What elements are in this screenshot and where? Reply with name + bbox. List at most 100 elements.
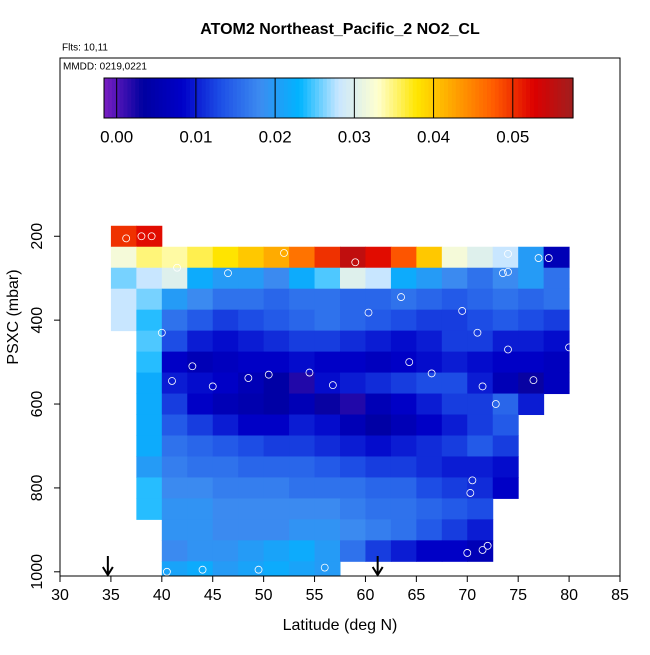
colorbar-swatch	[475, 78, 480, 118]
heatmap-cell	[289, 540, 316, 562]
colorbar-swatch	[342, 78, 347, 118]
heatmap-cell	[314, 498, 341, 520]
heatmap-cell	[390, 330, 417, 353]
heatmap-cell	[212, 561, 239, 577]
heatmap-cell	[238, 288, 265, 311]
heatmap-cell	[110, 288, 137, 311]
heatmap-cell	[441, 246, 468, 269]
sample-point	[320, 563, 329, 572]
x-tick-label: 55	[306, 587, 324, 604]
heatmap-cell	[416, 456, 443, 478]
colorbar-swatch	[232, 78, 238, 118]
heatmap-cell	[238, 456, 265, 478]
colorbar-swatch	[557, 78, 562, 118]
plot-frame	[59, 57, 621, 577]
sample-point	[280, 249, 288, 257]
heatmap-cell	[543, 372, 570, 395]
x-tick-label: 65	[407, 587, 425, 604]
sample-point	[565, 343, 573, 352]
heatmap-cell	[289, 372, 316, 395]
heatmap-cell	[390, 540, 417, 562]
colorbar-swatch	[533, 78, 539, 118]
colorbar-swatch	[248, 78, 254, 118]
heatmap-cell	[289, 309, 316, 332]
heatmap-cell	[340, 372, 366, 395]
heatmap-cell	[492, 288, 519, 311]
sample-point	[491, 400, 500, 408]
colorbar-swatch	[404, 78, 410, 118]
dates-note: MMDD: 0219,0221	[63, 62, 147, 73]
colorbar-swatch	[561, 78, 566, 118]
heatmap-cell	[390, 456, 417, 478]
heatmap-cell	[492, 414, 519, 436]
heatmap-cell	[289, 498, 316, 520]
colorbar-swatch	[487, 78, 492, 118]
colorbar-swatch	[225, 78, 230, 118]
colorbar-swatch	[150, 78, 156, 118]
heatmap-cell	[416, 309, 443, 332]
heatmap-cell	[314, 414, 341, 436]
heatmap-cell	[212, 435, 239, 457]
colorbar-swatch	[146, 78, 152, 118]
colorbar-swatch	[424, 78, 429, 118]
sample-point	[147, 232, 156, 241]
colorbar-tick-label: 0.05	[496, 127, 529, 146]
heatmap-cell	[390, 435, 417, 457]
colorbar-swatch	[498, 78, 504, 118]
heatmap-cell	[365, 330, 392, 353]
colorbar-swatch	[307, 78, 312, 118]
heatmap-cell	[161, 309, 188, 332]
heatmap-cell	[136, 393, 163, 416]
x-tick-label: 85	[611, 587, 629, 604]
colorbar-swatch	[569, 78, 574, 118]
colorbar-swatch	[350, 78, 355, 118]
colorbar-swatch	[107, 78, 113, 118]
colorbar-swatch	[389, 78, 394, 118]
colorbar-swatch	[502, 78, 508, 118]
heatmap-cell	[467, 477, 494, 499]
colorbar-swatch	[318, 78, 324, 118]
heatmap-cell	[518, 351, 545, 374]
heatmap-cell	[212, 267, 239, 290]
heatmap-cell	[543, 267, 570, 290]
heatmap-cell	[212, 351, 239, 374]
colorbar-swatch	[268, 78, 273, 118]
colorbar-swatch	[127, 78, 132, 118]
heatmap-cell	[289, 435, 316, 457]
heatmap-cell	[390, 372, 417, 395]
heatmap-cell	[467, 330, 494, 353]
heatmap-cell	[161, 540, 188, 562]
heatmap-cell	[441, 393, 468, 416]
heatmap-cell	[492, 351, 519, 374]
heatmap-cell	[340, 435, 366, 457]
heatmap-cell	[212, 330, 239, 353]
colorbar-swatch	[326, 78, 332, 118]
colorbar-swatch	[420, 78, 426, 118]
heatmap-cell	[263, 456, 290, 478]
heatmap-cell	[492, 435, 519, 457]
heatmap-cell	[238, 330, 265, 353]
heatmap-cell	[365, 309, 392, 332]
heatmap-cell	[314, 561, 341, 577]
heatmap-cell	[365, 267, 392, 290]
colorbar-swatch	[123, 78, 129, 118]
heatmap-cell	[314, 540, 341, 562]
heatmap-cell	[187, 498, 214, 520]
sample-point	[427, 369, 436, 378]
heatmap-cell	[212, 498, 239, 520]
colorbar-swatch	[311, 78, 316, 118]
heatmap-cell	[365, 435, 392, 457]
heatmap-cell	[187, 477, 214, 499]
heatmap-cell	[365, 456, 392, 478]
colorbar-swatch	[385, 78, 390, 118]
colorbar-swatch	[256, 78, 261, 118]
heatmap-cell	[390, 246, 417, 269]
heatmap-cell	[263, 246, 290, 269]
heatmap-cell	[492, 456, 519, 478]
sample-point	[478, 546, 487, 554]
colorbar-swatch	[272, 78, 277, 118]
heatmap-cell	[390, 519, 417, 541]
heatmap-cell	[212, 477, 239, 499]
colorbar-swatch	[182, 78, 187, 118]
heatmap-cell	[161, 330, 188, 353]
